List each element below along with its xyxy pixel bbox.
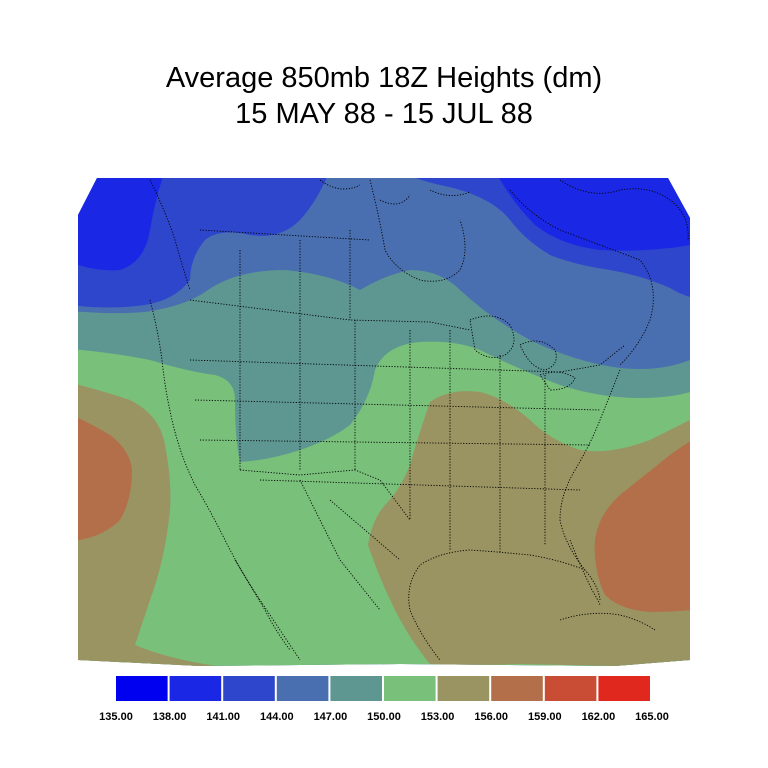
legend-swatch xyxy=(437,676,490,701)
legend-swatch xyxy=(116,676,168,701)
legend-label: 159.00 xyxy=(528,711,562,723)
map-title: Average 850mb 18Z Heights (dm) xyxy=(165,62,603,94)
legend-label: 165.00 xyxy=(635,711,669,723)
legend-swatch xyxy=(223,676,275,701)
legend-swatch xyxy=(169,676,222,701)
band-138-west xyxy=(78,178,165,271)
legend-swatch xyxy=(491,676,543,701)
legend-label: 147.00 xyxy=(314,711,348,723)
legend-swatch xyxy=(276,676,329,701)
legend-label: 141.00 xyxy=(206,711,240,723)
coastline-lines xyxy=(149,179,689,661)
legend-label: 135.00 xyxy=(99,711,133,723)
map-date-range: 15 MAY 88 - 15 JUL 88 xyxy=(235,98,533,130)
band-138-east xyxy=(495,178,690,251)
legend-swatch xyxy=(330,676,382,701)
legend-swatch xyxy=(384,676,436,701)
legend-label: 153.00 xyxy=(421,711,455,723)
legend-label: 150.00 xyxy=(367,711,401,723)
legend-swatch xyxy=(544,676,597,701)
band-156-east xyxy=(594,430,690,612)
legend-label: 138.00 xyxy=(153,711,187,723)
legend-swatch xyxy=(598,676,650,701)
legend-label: 162.00 xyxy=(582,711,616,723)
legend-label: 156.00 xyxy=(474,711,508,723)
band-156-west xyxy=(78,410,132,542)
legend-label: 144.00 xyxy=(260,711,294,723)
